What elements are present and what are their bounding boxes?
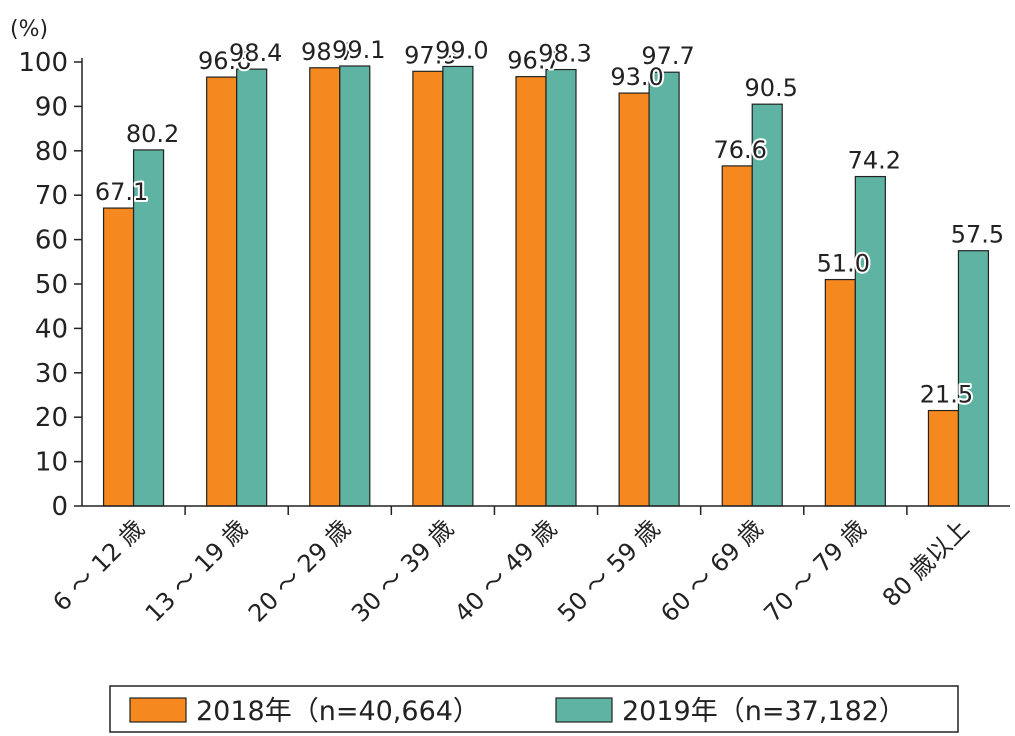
y-axis-unit-label: (%) bbox=[10, 17, 48, 42]
axes bbox=[81, 58, 1010, 515]
y-tick-label: 40 bbox=[35, 314, 68, 344]
y-tick-label: 100 bbox=[18, 48, 68, 78]
bar-series-2 bbox=[854, 175, 886, 507]
y-tick-label: 80 bbox=[35, 137, 68, 167]
bar-series-1 bbox=[206, 76, 238, 507]
bar-value-label: 97.9 bbox=[404, 41, 457, 69]
x-category-label: 13 ～ 19 歳 bbox=[140, 514, 253, 627]
y-tick-label: 0 bbox=[51, 492, 68, 522]
bar-series-2 bbox=[751, 103, 783, 507]
bar-value-label: 93.0 bbox=[610, 63, 663, 91]
bar-series-1 bbox=[927, 409, 960, 507]
x-category-label: 50 ～ 59 歳 bbox=[552, 514, 665, 627]
legend-swatch bbox=[555, 697, 613, 723]
bar-value-label: 57.5 bbox=[951, 221, 1004, 249]
bar-value-label: 76.6 bbox=[714, 136, 767, 164]
bar-series-2 bbox=[957, 250, 990, 507]
bar-value-label: 51.0 bbox=[817, 250, 870, 278]
bar-value-label: 98.3 bbox=[538, 40, 591, 68]
y-axis-ticks: 0 10 20 30 40 50 60 70 80 90 100 bbox=[18, 48, 82, 522]
y-tick-label: 70 bbox=[35, 181, 68, 211]
bar-value-label: 21.5 bbox=[920, 381, 973, 409]
y-tick-label: 20 bbox=[35, 403, 68, 433]
bar-value-label: 90.5 bbox=[745, 74, 798, 102]
y-tick-label: 60 bbox=[35, 226, 68, 256]
bar-value-label: 98.7 bbox=[301, 38, 354, 66]
bar-value-label: 98.4 bbox=[229, 39, 282, 67]
bar-series-2 bbox=[545, 68, 577, 507]
bar-series-2 bbox=[339, 65, 371, 507]
bar-series-1 bbox=[721, 165, 753, 507]
bar-series-1 bbox=[618, 92, 650, 507]
bar-value-label: 74.2 bbox=[848, 147, 901, 175]
y-tick-label: 30 bbox=[35, 359, 68, 389]
x-axis-categories: 6 ～ 12 歳13 ～ 19 歳20 ～ 29 歳30 ～ 39 歳40 ～ … bbox=[47, 514, 974, 627]
bar-series-1 bbox=[412, 70, 444, 507]
legend-swatch bbox=[129, 697, 187, 723]
bar-series-1 bbox=[824, 278, 856, 507]
legend-box bbox=[109, 685, 959, 733]
bar-series-2 bbox=[648, 71, 680, 507]
x-category-label: 30 ～ 39 歳 bbox=[346, 514, 459, 627]
x-category-label: 70 ～ 79 歳 bbox=[758, 514, 871, 627]
bar-value-labels: 67.1 96.6 98.7 97.9 96.7 93.0 76.6 51.0 21.5 80.2… bbox=[93, 34, 1006, 411]
x-category-label: 80 歳以上 bbox=[877, 514, 975, 612]
x-category-label: 20 ～ 29 歳 bbox=[243, 514, 356, 627]
bar-value-label: 99.0 bbox=[435, 36, 488, 64]
legend: 2018年（n=40,664） 2019年（n=37,182） bbox=[109, 685, 959, 733]
bar-series-1 bbox=[515, 76, 547, 507]
y-tick-label: 10 bbox=[35, 448, 68, 478]
bar-series-1 bbox=[309, 67, 341, 507]
bar-value-label: 96.6 bbox=[198, 47, 251, 75]
bar-value-label: 80.2 bbox=[126, 120, 179, 148]
bars bbox=[102, 65, 990, 507]
bar-value-label: 97.7 bbox=[641, 42, 694, 70]
bar-series-2 bbox=[442, 65, 474, 507]
bar-series-2 bbox=[236, 68, 268, 507]
legend-label: 2018年（n=40,664） bbox=[196, 696, 480, 727]
x-category-label: 40 ～ 49 歳 bbox=[449, 514, 562, 627]
bar-series-1 bbox=[102, 207, 135, 507]
bar-value-label: 67.1 bbox=[95, 178, 148, 206]
bar-series-2 bbox=[132, 149, 165, 507]
y-tick-label: 90 bbox=[35, 92, 68, 122]
y-tick-label: 50 bbox=[35, 270, 68, 300]
bar-value-label: 99.1 bbox=[332, 36, 385, 64]
x-category-label: 6 ～ 12 歳 bbox=[47, 514, 149, 616]
x-category-label: 60 ～ 69 歳 bbox=[655, 514, 768, 627]
legend-label: 2019年（n=37,182） bbox=[622, 696, 906, 727]
bar-value-label: 96.7 bbox=[507, 47, 560, 75]
